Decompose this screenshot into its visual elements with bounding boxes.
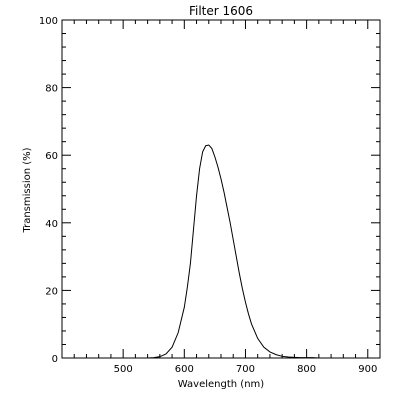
y-tick-label: 0 <box>52 354 58 365</box>
axis-ticks <box>62 19 381 359</box>
chart-title: Filter 1606 <box>189 4 253 18</box>
transmission-curve <box>147 144 319 359</box>
axis-tick-labels: 500 600 700 800 900 0 20 40 60 80 100 <box>39 16 377 375</box>
y-tick-label: 100 <box>39 16 58 27</box>
x-tick-label: 500 <box>114 364 133 375</box>
x-axis-label: Wavelength (nm) <box>178 379 264 390</box>
x-tick-label: 700 <box>236 364 255 375</box>
y-tick-label: 40 <box>45 219 58 230</box>
y-tick-label: 20 <box>45 286 58 297</box>
y-tick-label: 80 <box>45 84 58 95</box>
y-tick-label: 60 <box>45 151 58 162</box>
y-axis-label: Transmission (%) <box>22 147 33 233</box>
x-tick-label: 900 <box>358 364 377 375</box>
x-tick-label: 800 <box>297 364 316 375</box>
x-tick-label: 600 <box>175 364 194 375</box>
plot-frame <box>61 19 381 359</box>
